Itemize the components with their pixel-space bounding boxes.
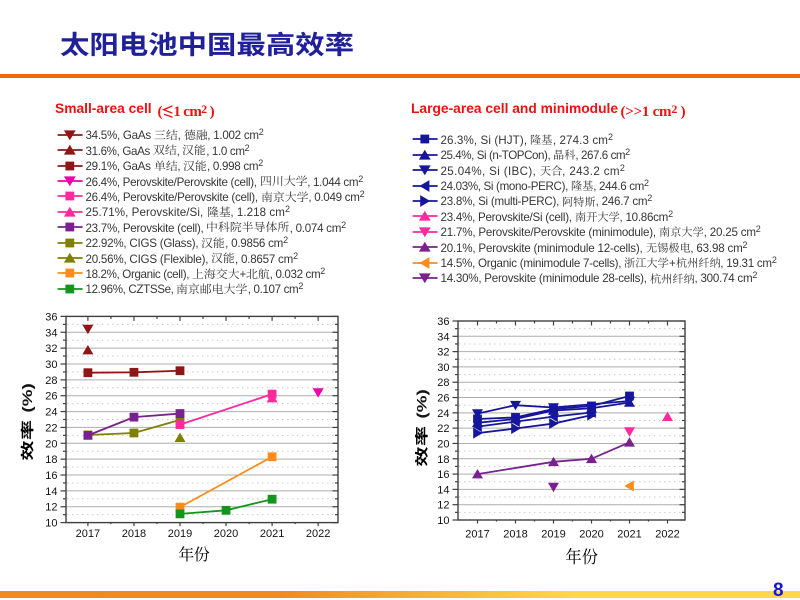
svg-text:2017: 2017 <box>76 528 100 540</box>
svg-text:2021: 2021 <box>260 528 284 540</box>
svg-text:32: 32 <box>45 343 57 355</box>
svg-text:14: 14 <box>45 486 57 498</box>
svg-text:2019: 2019 <box>168 528 192 540</box>
svg-text:22: 22 <box>437 423 449 435</box>
svg-text:2018: 2018 <box>122 528 146 540</box>
svg-text:10: 10 <box>45 518 57 530</box>
svg-text:36: 36 <box>45 311 57 323</box>
svg-text:12: 12 <box>45 502 57 514</box>
svg-text:2020: 2020 <box>214 528 238 540</box>
svg-text:2017: 2017 <box>465 529 489 541</box>
svg-text:16: 16 <box>437 469 449 481</box>
svg-text:16: 16 <box>45 470 57 482</box>
svg-text:(%): (%) <box>414 389 430 418</box>
svg-text:18: 18 <box>45 454 57 466</box>
svg-text:30: 30 <box>437 362 449 374</box>
svg-text:20: 20 <box>437 438 449 450</box>
svg-text:2020: 2020 <box>579 529 603 541</box>
svg-text:2019: 2019 <box>541 529 565 541</box>
svg-text:12: 12 <box>437 500 449 512</box>
svg-text:26: 26 <box>437 393 449 405</box>
svg-text:34: 34 <box>45 327 57 339</box>
svg-text:(%): (%) <box>20 383 36 412</box>
svg-text:20: 20 <box>45 438 57 450</box>
svg-text:2018: 2018 <box>503 529 527 541</box>
svg-text:24: 24 <box>437 408 449 420</box>
svg-text:14: 14 <box>437 484 449 496</box>
svg-text:26: 26 <box>45 391 57 403</box>
svg-text:30: 30 <box>45 359 57 371</box>
svg-text:24: 24 <box>45 407 57 419</box>
svg-text:2022: 2022 <box>655 529 679 541</box>
svg-text:2022: 2022 <box>306 528 330 540</box>
svg-text:18: 18 <box>437 454 449 466</box>
svg-text:10: 10 <box>437 515 449 527</box>
svg-text:32: 32 <box>437 347 449 359</box>
svg-text:28: 28 <box>437 377 449 389</box>
svg-text:34: 34 <box>437 331 449 343</box>
svg-text:28: 28 <box>45 375 57 387</box>
svg-text:36: 36 <box>437 316 449 328</box>
svg-text:22: 22 <box>45 422 57 434</box>
svg-text:2021: 2021 <box>617 529 641 541</box>
